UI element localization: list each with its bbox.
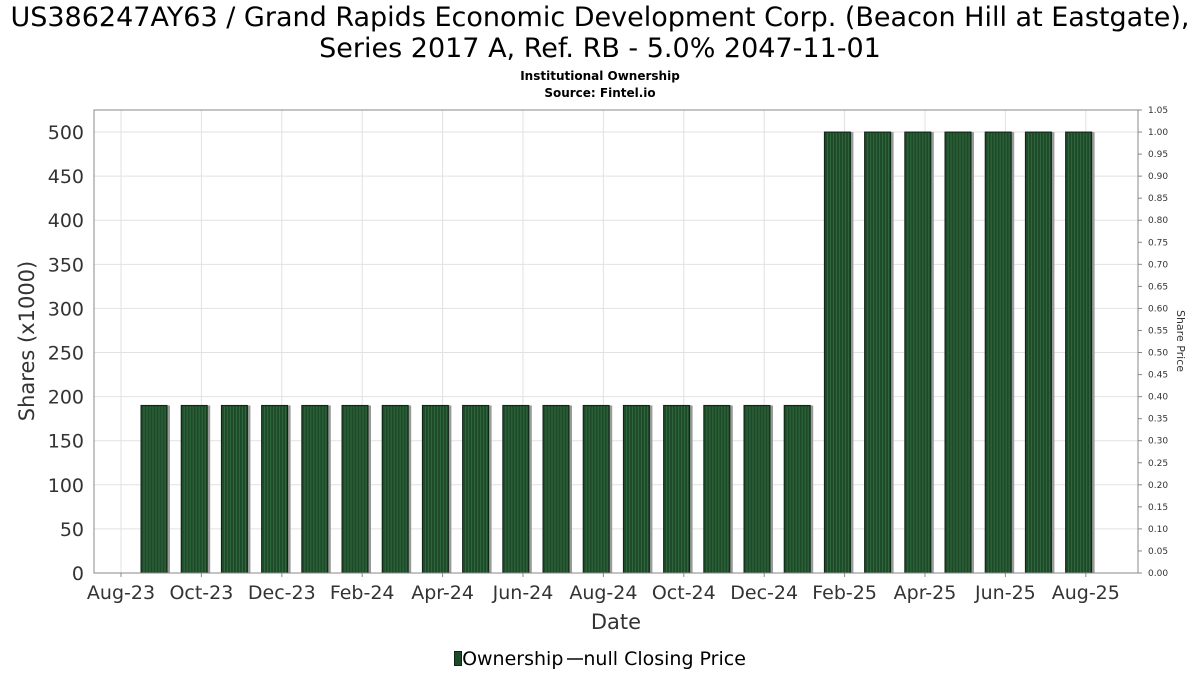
bars-group: [140, 131, 1095, 574]
y2-tick-label: 0.60: [1148, 304, 1168, 314]
x-tick-label: Oct-23: [169, 582, 233, 604]
ownership-bar: [622, 404, 650, 574]
y2-tick-label: 0.00: [1148, 569, 1168, 579]
y2-tick-label: 0.35: [1148, 415, 1168, 425]
ownership-bar: [783, 404, 811, 574]
x-tick-label: Aug-23: [87, 582, 155, 604]
y2-tick-label: 0.75: [1148, 238, 1168, 248]
y-tick-label: 100: [48, 475, 84, 497]
y-tick-label: 500: [48, 122, 84, 144]
x-axis: Aug-23 Oct-23 Dec-23 Feb-24 Apr-24 Jun-24 Aug-…: [87, 573, 1120, 604]
y-tick-label: 250: [48, 343, 84, 365]
y2-tick-label: 0.25: [1148, 459, 1168, 469]
legend-ownership-swatch: [454, 651, 463, 666]
y2-tick-label: 0.05: [1148, 547, 1168, 557]
ownership-bar: [944, 131, 972, 574]
y-tick-label: 0: [72, 563, 84, 585]
x-tick-label: Dec-24: [730, 582, 798, 604]
y2-tick-label: 0.90: [1148, 172, 1168, 182]
y2-tick-label: 0.45: [1148, 371, 1168, 381]
ownership-bar: [582, 404, 610, 574]
y-tick-label: 150: [48, 431, 84, 453]
x-tick-label: Feb-25: [812, 582, 877, 604]
y2-tick-label: 1.05: [1148, 106, 1168, 116]
x-tick-label: Dec-23: [248, 582, 316, 604]
y2-tick-label: 0.85: [1148, 194, 1168, 204]
y2-tick-label: 0.40: [1148, 393, 1168, 403]
y2-axis-label: Share Price: [1174, 310, 1187, 372]
ownership-bar: [140, 404, 168, 574]
y-axis-label: Shares (x1000): [15, 261, 39, 421]
ownership-bar: [823, 131, 851, 574]
x-tick-label: Aug-24: [569, 582, 637, 604]
y2-tick-label: 1.00: [1148, 128, 1168, 138]
ownership-bar: [663, 404, 691, 574]
grid-lines: [94, 110, 1138, 574]
y2-axis: 0.00 0.05 0.10 0.15 0.20 0.25 0.30 0.35 0.40 0.45…: [1138, 106, 1168, 579]
ownership-bar: [180, 404, 208, 574]
legend-ownership-label: Ownership: [462, 648, 564, 670]
x-tick-label: Apr-24: [411, 582, 474, 604]
ownership-bar: [462, 404, 490, 574]
ownership-bar: [220, 404, 248, 574]
ownership-bar: [1065, 131, 1093, 574]
y2-tick-label: 0.15: [1148, 503, 1168, 513]
ownership-bar: [381, 404, 409, 574]
y2-tick-label: 0.10: [1148, 525, 1168, 535]
ownership-bar: [743, 404, 771, 574]
y-tick-label: 200: [48, 387, 84, 409]
x-tick-label: Aug-25: [1052, 582, 1120, 604]
y-tick-label: 50: [60, 519, 84, 541]
legend: Ownership null Closing Price: [0, 647, 1200, 671]
y2-tick-label: 0.95: [1148, 150, 1168, 160]
y-tick-label: 350: [48, 254, 84, 276]
ownership-bar: [261, 404, 289, 574]
ownership-bar: [502, 404, 530, 574]
ownership-bar: [703, 404, 731, 574]
y2-tick-label: 0.55: [1148, 326, 1168, 336]
x-axis-label: Date: [591, 610, 641, 634]
y2-tick-label: 0.50: [1148, 349, 1168, 359]
ownership-bar: [904, 131, 932, 574]
ownership-bar: [864, 131, 892, 574]
x-tick-label: Apr-25: [894, 582, 957, 604]
y2-tick-label: 0.70: [1148, 260, 1168, 270]
y-tick-label: 450: [48, 166, 84, 188]
y-axis: 0 50 100 150 200 250 300 350 400 450 500: [48, 122, 84, 585]
ownership-bar: [301, 404, 329, 574]
y2-tick-label: 0.80: [1148, 216, 1168, 226]
ownership-bar: [542, 404, 570, 574]
x-tick-label: Jun-24: [492, 582, 554, 604]
chart-subtitle: Institutional Ownership: [520, 69, 680, 83]
plot-area: [93, 109, 1139, 574]
chart-source: Source: Fintel.io: [544, 86, 656, 100]
legend-price-line: [567, 658, 584, 660]
y2-tick-label: 0.30: [1148, 437, 1168, 447]
y-tick-label: 400: [48, 210, 84, 232]
y2-tick-label: 0.65: [1148, 282, 1168, 292]
x-tick-label: Oct-24: [652, 582, 716, 604]
ownership-bar: [1024, 131, 1052, 574]
y-tick-label: 300: [48, 298, 84, 320]
x-tick-label: Jun-25: [974, 582, 1036, 604]
chart-title: US386247AY63 / Grand Rapids Economic Dev…: [10, 2, 1190, 64]
y2-tick-label: 0.20: [1148, 481, 1168, 491]
legend-price-label: null Closing Price: [583, 648, 746, 670]
x-tick-label: Feb-24: [330, 582, 395, 604]
ownership-bar: [421, 404, 449, 574]
ownership-bar: [341, 404, 369, 574]
ownership-bar: [984, 131, 1012, 574]
